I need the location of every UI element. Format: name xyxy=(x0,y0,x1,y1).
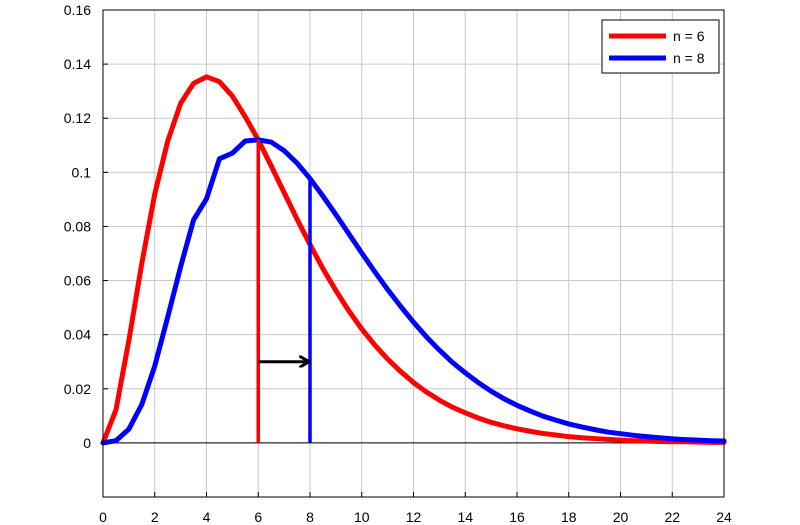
y-tick-label-7: 0.14 xyxy=(64,56,91,72)
legend-label-n6: n = 6 xyxy=(673,28,705,44)
x-tick-label-3: 6 xyxy=(254,509,262,525)
y-tick-label-0: 0 xyxy=(83,435,91,451)
x-tick-label-0: 0 xyxy=(99,509,107,525)
legend: n = 6 n = 8 xyxy=(601,19,720,74)
y-axis-ticks: 0 0.02 0.04 0.06 0.08 0.1 0.12 0.14 0.16 xyxy=(64,2,108,451)
x-tick-label-7: 14 xyxy=(457,509,473,525)
series-layer xyxy=(100,74,727,446)
x-tick-label-5: 10 xyxy=(354,509,370,525)
annotations xyxy=(256,139,312,443)
x-tick-label-9: 18 xyxy=(561,509,577,525)
series-line-0 xyxy=(100,74,727,446)
x-tick-label-11: 22 xyxy=(664,509,680,525)
x-tick-label-10: 20 xyxy=(613,509,629,525)
x-tick-label-2: 4 xyxy=(203,509,211,525)
legend-box xyxy=(601,19,720,74)
y-tick-label-2: 0.04 xyxy=(64,327,91,343)
legend-label-n8: n = 8 xyxy=(673,50,705,66)
x-axis-ticks: 0 2 4 6 8 10 12 14 16 18 20 22 24 xyxy=(99,492,732,525)
x-tick-label-4: 8 xyxy=(306,509,314,525)
x-tick-label-1: 2 xyxy=(151,509,159,525)
y-tick-label-4: 0.08 xyxy=(64,218,91,234)
x-tick-label-12: 24 xyxy=(716,509,732,525)
x-tick-label-8: 16 xyxy=(509,509,525,525)
y-tick-label-5: 0.1 xyxy=(72,164,92,180)
x-tick-label-6: 12 xyxy=(406,509,422,525)
y-tick-label-6: 0.12 xyxy=(64,110,91,126)
y-tick-label-8: 0.16 xyxy=(64,2,91,18)
y-tick-label-3: 0.06 xyxy=(64,273,91,289)
series-line-1 xyxy=(100,137,727,446)
y-tick-label-1: 0.02 xyxy=(64,381,91,397)
